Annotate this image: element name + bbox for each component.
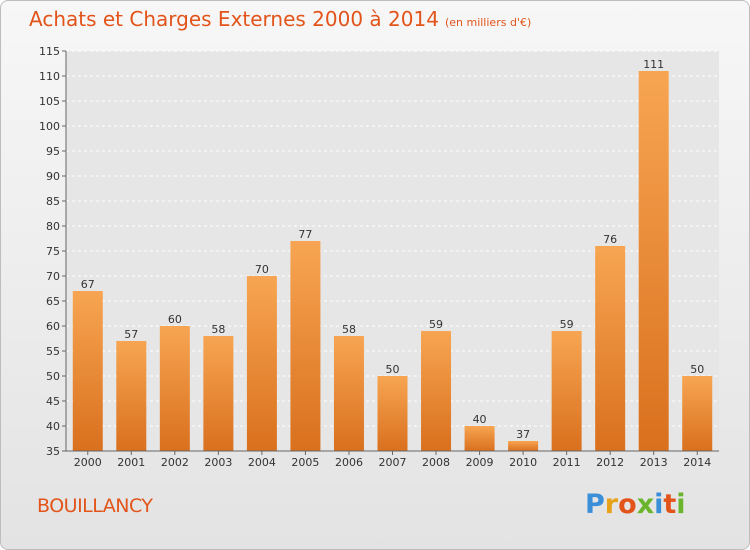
bar-value-label: 76 xyxy=(603,233,617,246)
bar-value-label: 59 xyxy=(429,318,443,331)
bar-value-label: 59 xyxy=(560,318,574,331)
bar-value-label: 37 xyxy=(516,428,530,441)
logo-letter: i xyxy=(676,489,686,520)
x-tick-label: 2009 xyxy=(466,456,494,469)
bars: 67 57 60 58 70 77 58 50 59 40 37 59 76 111 50 xyxy=(72,58,713,451)
chart-title-text: Achats et Charges Externes 2000 à 2014 xyxy=(29,7,439,31)
x-tick-label: 2013 xyxy=(640,456,668,469)
x-tick-label: 2003 xyxy=(204,456,232,469)
bar-value-label: 67 xyxy=(81,278,95,291)
bar xyxy=(421,331,452,451)
x-tick-label: 2006 xyxy=(335,456,363,469)
x-tick-label: 2014 xyxy=(683,456,711,469)
bar xyxy=(333,336,364,451)
logo-letter: x xyxy=(636,489,655,520)
bar xyxy=(638,71,669,451)
y-tick-label: 105 xyxy=(39,95,60,108)
y-tick-label: 75 xyxy=(46,245,60,258)
bar xyxy=(508,441,539,451)
bar xyxy=(682,376,713,451)
bar xyxy=(116,341,147,451)
chart-title: Achats et Charges Externes 2000 à 2014 (e… xyxy=(29,7,531,31)
bar xyxy=(290,241,321,451)
x-tick-label: 2008 xyxy=(422,456,450,469)
bar xyxy=(377,376,408,451)
y-tick-label: 40 xyxy=(46,420,60,433)
bar-value-label: 77 xyxy=(298,228,312,241)
logo-letter: i xyxy=(654,489,664,520)
x-tick-label: 2002 xyxy=(161,456,189,469)
y-axis-ticks: 35 40 45 50 55 60 65 70 75 80 85 90 95 100 105 110 115 xyxy=(39,45,66,458)
x-tick-label: 2001 xyxy=(117,456,145,469)
y-tick-label: 95 xyxy=(46,145,60,158)
bar-value-label: 57 xyxy=(124,328,138,341)
x-tick-label: 2007 xyxy=(379,456,407,469)
x-axis-ticks: 2000 2001 2002 2003 2004 2005 2006 2007 2008 2009… xyxy=(74,451,711,469)
chart-subtitle: (en milliers d'€) xyxy=(444,16,532,29)
logo-letter: t xyxy=(663,489,677,520)
bar-value-label: 50 xyxy=(386,363,400,376)
y-tick-label: 65 xyxy=(46,295,60,308)
x-tick-label: 2012 xyxy=(596,456,624,469)
bar-value-label: 58 xyxy=(211,323,225,336)
bar-value-label: 40 xyxy=(473,413,487,426)
bar-value-label: 111 xyxy=(643,58,664,71)
proxiti-logo: Proxiti xyxy=(585,489,686,520)
y-tick-label: 80 xyxy=(46,220,60,233)
bar-value-label: 60 xyxy=(168,313,182,326)
x-tick-label: 2004 xyxy=(248,456,276,469)
bar xyxy=(159,326,190,451)
y-tick-label: 85 xyxy=(46,195,60,208)
y-tick-label: 110 xyxy=(39,70,60,83)
axes xyxy=(65,51,719,452)
logo-letter: r xyxy=(604,489,619,520)
y-tick-label: 45 xyxy=(46,395,60,408)
bar-value-label: 58 xyxy=(342,323,356,336)
y-tick-label: 100 xyxy=(39,120,60,133)
y-tick-label: 70 xyxy=(46,270,60,283)
x-tick-label: 2011 xyxy=(553,456,581,469)
x-tick-label: 2000 xyxy=(74,456,102,469)
y-tick-label: 50 xyxy=(46,370,60,383)
bar xyxy=(72,291,103,451)
y-tick-label: 60 xyxy=(46,320,60,333)
bar xyxy=(246,276,277,451)
bar-value-label: 50 xyxy=(690,363,704,376)
y-tick-label: 115 xyxy=(39,45,60,58)
bar xyxy=(595,246,626,451)
commune-name: BOUILLANCY xyxy=(37,495,153,517)
logo-letter: P xyxy=(585,489,605,520)
x-tick-label: 2010 xyxy=(509,456,537,469)
bar xyxy=(551,331,582,451)
bar xyxy=(464,426,495,451)
x-tick-label: 2005 xyxy=(291,456,319,469)
y-tick-label: 90 xyxy=(46,170,60,183)
bar-value-label: 70 xyxy=(255,263,269,276)
y-tick-label: 55 xyxy=(46,345,60,358)
logo-letter: o xyxy=(618,489,637,520)
y-tick-label: 35 xyxy=(46,445,60,458)
bar xyxy=(203,336,234,451)
